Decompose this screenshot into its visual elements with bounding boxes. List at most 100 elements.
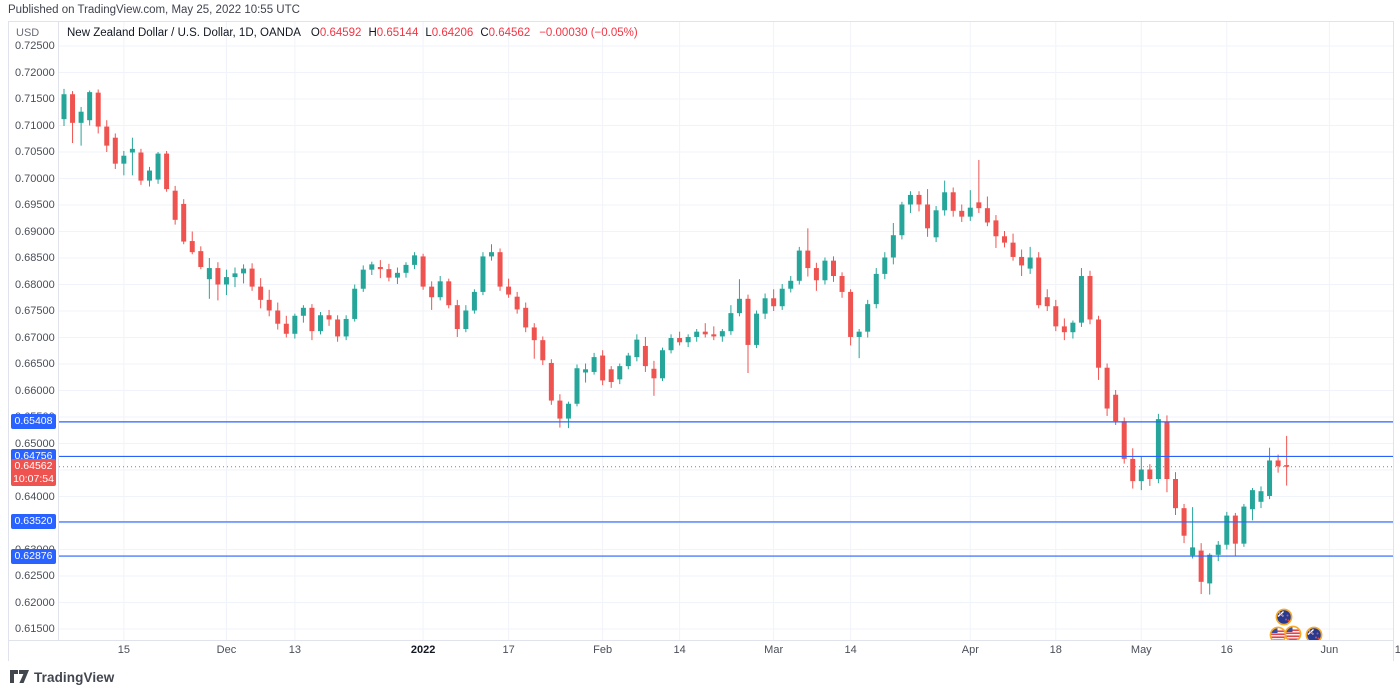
candle	[779, 283, 785, 310]
candle	[591, 352, 597, 375]
price-tick-label: 0.72000	[15, 66, 55, 79]
candle-body	[719, 331, 725, 337]
candle-body	[651, 368, 657, 379]
candle	[967, 190, 973, 221]
candle-body	[377, 267, 383, 270]
time-axis[interactable]: 15 Dec 13 2022 17 Feb 14 Mar 14 Apr 18 May 16 Jun 1	[9, 640, 1400, 661]
candle	[1181, 503, 1187, 544]
candle	[232, 267, 238, 288]
economic-event-icon-us[interactable]	[1284, 625, 1302, 640]
economic-event-icon-nz[interactable]	[1275, 608, 1293, 626]
last-price-badge: 0.64562 10:07:54	[11, 458, 56, 486]
candle-body	[890, 235, 896, 258]
candle	[1198, 543, 1204, 595]
candle-body	[856, 331, 862, 337]
candle	[300, 305, 306, 323]
candle	[557, 394, 563, 428]
candle-body	[275, 310, 281, 324]
time-tick-label: 14	[844, 644, 857, 656]
candle	[1019, 249, 1025, 277]
candle	[865, 299, 871, 338]
price-tick-label: 0.61500	[15, 623, 55, 635]
candle-body	[352, 288, 358, 319]
candle	[1053, 299, 1059, 332]
candle	[121, 150, 127, 176]
candle	[1241, 503, 1247, 547]
candle	[258, 278, 264, 309]
candle-body	[1207, 554, 1213, 584]
candle-body	[497, 252, 503, 287]
candle	[386, 263, 392, 282]
plot-area[interactable]: New Zealand Dollar / U.S. Dollar, 1D, OA…	[59, 22, 1393, 640]
candle-body	[796, 250, 802, 281]
candle	[745, 294, 751, 374]
candle	[506, 278, 512, 298]
price-axis[interactable]: USD 0.72500 0.72000 0.71500 0.71000 0.70500 0…	[9, 22, 59, 640]
candle	[805, 228, 811, 277]
candle-body	[1215, 544, 1221, 555]
candle-body	[412, 255, 418, 265]
candle-body	[506, 286, 512, 295]
candle	[172, 185, 178, 225]
candle-body	[1241, 506, 1247, 544]
price-tick-label: 0.67000	[15, 331, 55, 344]
candle-body	[454, 305, 460, 330]
candle	[249, 263, 255, 291]
candle	[907, 191, 913, 213]
candle-body	[1036, 257, 1042, 306]
candle-body	[1061, 326, 1067, 333]
price-tick-label: 0.71000	[15, 119, 55, 132]
candle	[412, 252, 418, 270]
candle	[754, 310, 760, 349]
candle	[480, 252, 486, 296]
economic-event-icon-us[interactable]	[1269, 626, 1287, 640]
candle-body	[70, 94, 76, 123]
candle	[993, 215, 999, 248]
time-tick-label: Apr	[961, 644, 979, 656]
candle	[882, 252, 888, 280]
candle-body	[677, 338, 683, 343]
ohlc-label: L	[425, 27, 432, 39]
price-tick-label: 0.65000	[15, 437, 55, 450]
candle	[694, 329, 700, 342]
published-text: Published on TradingView.com, May 25, 20…	[8, 4, 300, 16]
candle	[1258, 486, 1264, 509]
candle-body	[882, 257, 888, 274]
candle-body	[634, 339, 640, 358]
candle	[933, 206, 939, 243]
candle	[78, 106, 84, 146]
candle-body	[1258, 491, 1264, 502]
candle	[420, 253, 426, 290]
candle-body	[1138, 469, 1144, 482]
candle	[625, 352, 631, 370]
candle-body	[121, 155, 127, 164]
candlestick-chart[interactable]	[59, 22, 1393, 640]
candle-body	[61, 94, 67, 120]
change-value: −0.00030 (−0.05%)	[539, 27, 638, 39]
price-tick-label: 0.71500	[15, 93, 55, 105]
candle-body	[1267, 460, 1273, 496]
time-tick-label: 2022	[410, 644, 436, 656]
candle	[1010, 233, 1016, 261]
candle	[1224, 511, 1230, 550]
candle-body	[771, 298, 777, 307]
bar-countdown: 10:07:54	[13, 472, 54, 485]
ohlc-value: 0.65144	[376, 27, 419, 39]
candle	[266, 289, 272, 317]
last-price-value: 0.64562	[14, 459, 53, 472]
candle	[1155, 413, 1161, 484]
tradingview-watermark[interactable]: TradingView	[10, 666, 114, 688]
candle-body	[762, 298, 768, 314]
time-tick-label: 14	[673, 644, 686, 656]
economic-event-icon-nz[interactable]	[1305, 626, 1323, 640]
candle-body	[1027, 257, 1033, 269]
candle-body	[984, 208, 990, 223]
candle-body	[711, 334, 717, 337]
candle	[241, 264, 247, 284]
candle	[1070, 320, 1076, 339]
candle	[129, 137, 135, 176]
candle-body	[429, 286, 435, 298]
candle-body	[848, 291, 854, 337]
candle-body	[463, 310, 469, 330]
candle	[70, 91, 76, 143]
